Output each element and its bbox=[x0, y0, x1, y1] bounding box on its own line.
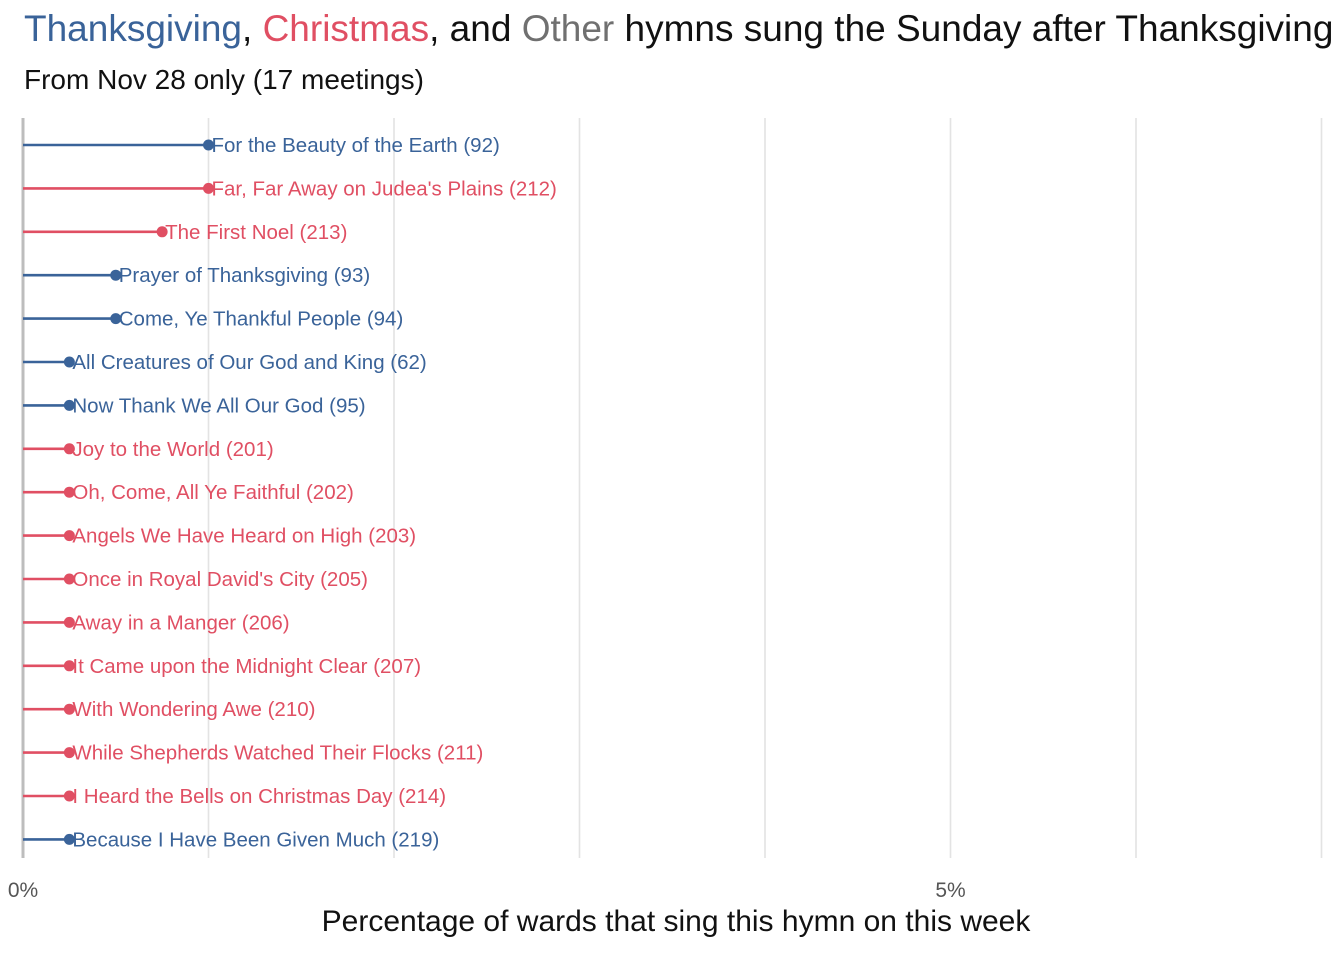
hymn-label: I Heard the Bells on Christmas Day (214) bbox=[72, 785, 446, 808]
title-rest: hymns sung the Sunday after Thanksgiving bbox=[614, 8, 1334, 49]
lollipop-point bbox=[63, 616, 75, 628]
title-sep-2: , and bbox=[429, 8, 522, 49]
x-tick-label: 5% bbox=[935, 879, 965, 902]
hymn-label: Once in Royal David's City (205) bbox=[72, 568, 368, 591]
x-axis-label: Percentage of wards that sing this hymn … bbox=[321, 905, 1031, 938]
title-other: Other bbox=[521, 8, 615, 49]
chart-subtitle: From Nov 28 only (17 meetings) bbox=[24, 64, 424, 95]
lollipop-point bbox=[63, 573, 75, 585]
lollipop-point bbox=[156, 226, 168, 238]
lollipop-point bbox=[63, 356, 75, 368]
hymn-label: Prayer of Thanksgiving (93) bbox=[119, 264, 370, 287]
lollipop-point bbox=[63, 660, 75, 672]
lollipop-point bbox=[63, 486, 75, 498]
hymn-label: Away in a Manger (206) bbox=[72, 611, 289, 634]
hymn-label: With Wondering Awe (210) bbox=[72, 698, 315, 721]
hymn-label: The First Noel (213) bbox=[165, 221, 347, 244]
x-tick-label: 0% bbox=[8, 879, 38, 902]
lollipop-point bbox=[63, 747, 75, 759]
lollipop-point bbox=[63, 790, 75, 802]
hymn-label: While Shepherds Watched Their Flocks (21… bbox=[72, 742, 483, 765]
lollipop-point bbox=[63, 530, 75, 542]
lollipop-point bbox=[203, 182, 214, 194]
lollipop-point bbox=[63, 399, 75, 411]
hymn-label: Because I Have Been Given Much (219) bbox=[72, 828, 439, 851]
hymn-label: Come, Ye Thankful People (94) bbox=[119, 308, 404, 331]
hymn-label: Joy to the World (201) bbox=[72, 438, 273, 461]
title-sep-1: , bbox=[242, 8, 263, 49]
title-thanksgiving: Thanksgiving bbox=[24, 8, 243, 49]
lollipop-point bbox=[110, 313, 122, 325]
lollipop-point bbox=[110, 269, 122, 281]
lollipop-point bbox=[63, 833, 75, 845]
lollipop-point bbox=[63, 703, 75, 715]
hymn-label: Oh, Come, All Ye Faithful (202) bbox=[72, 481, 353, 504]
hymn-label: Now Thank We All Our God (95) bbox=[72, 394, 365, 417]
lollipop-point bbox=[203, 139, 214, 151]
hymn-label: For the Beauty of the Earth (92) bbox=[212, 134, 500, 157]
hymn-label: All Creatures of Our God and King (62) bbox=[72, 351, 426, 374]
lollipop-point bbox=[63, 443, 75, 455]
hymn-label: Far, Far Away on Judea's Plains (212) bbox=[212, 177, 557, 200]
chart-title: Thanksgiving, Christmas, and Other hymns… bbox=[24, 8, 1333, 50]
title-christmas: Christmas bbox=[262, 8, 430, 49]
hymn-label: It Came upon the Midnight Clear (207) bbox=[72, 655, 421, 678]
hymn-label: Angels We Have Heard on High (203) bbox=[72, 525, 416, 548]
